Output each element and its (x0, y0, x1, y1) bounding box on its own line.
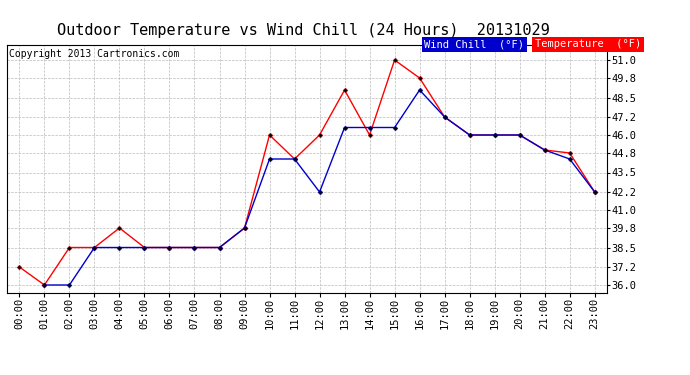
Text: Outdoor Temperature vs Wind Chill (24 Hours)  20131029: Outdoor Temperature vs Wind Chill (24 Ho… (57, 22, 550, 38)
Text: Copyright 2013 Cartronics.com: Copyright 2013 Cartronics.com (9, 49, 179, 59)
Text: Wind Chill  (°F): Wind Chill (°F) (424, 39, 524, 50)
Text: Temperature  (°F): Temperature (°F) (535, 39, 641, 50)
